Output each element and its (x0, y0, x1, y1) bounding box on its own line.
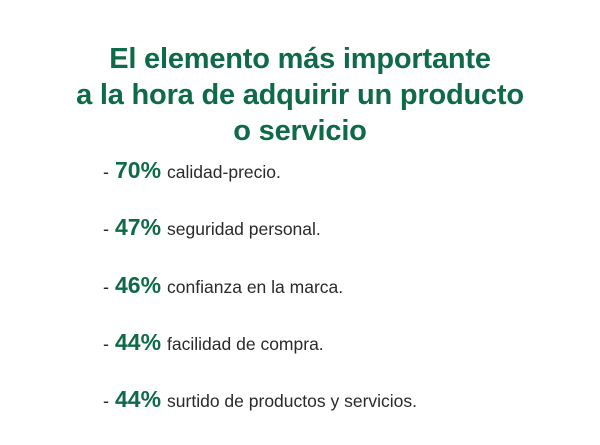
list-item-confianza-marca: - 46% confianza en la marca. (103, 272, 417, 329)
item-description: confianza en la marca. (167, 276, 344, 297)
title-line-2: a la hora de adquirir un producto (76, 79, 524, 112)
list-item-seguridad-personal: - 47% seguridad personal. (103, 214, 417, 271)
bullet-dash: - (103, 333, 109, 354)
item-description: surtido de productos y servicios. (167, 391, 418, 412)
percent-value: 44% (115, 328, 162, 355)
percent-value: 70% (115, 157, 162, 183)
item-description: calidad-precio. (167, 162, 281, 182)
percent-value: 47% (115, 214, 162, 241)
percent-value: 44% (115, 386, 162, 413)
item-description: facilidad de compra. (167, 333, 324, 354)
title-line-1: El elemento más importante (109, 43, 491, 76)
list-item-calidad-precio: - 70% calidad-precio. (103, 157, 417, 214)
title-line-3: o servicio (233, 115, 367, 148)
bullet-dash: - (103, 219, 109, 240)
bullet-dash: - (103, 391, 109, 412)
percent-value: 46% (115, 271, 162, 298)
bullet-dash: - (103, 162, 109, 182)
statistics-list: - 70% calidad-precio. - 47% seguridad pe… (103, 157, 417, 443)
bullet-dash: - (103, 276, 109, 297)
list-item-surtido-productos: - 44% surtido de productos y servicios. (103, 386, 417, 443)
page-title: El elemento más importante a la hora de … (0, 41, 600, 149)
item-description: seguridad personal. (167, 219, 321, 240)
list-item-facilidad-compra: - 44% facilidad de compra. (103, 329, 417, 386)
